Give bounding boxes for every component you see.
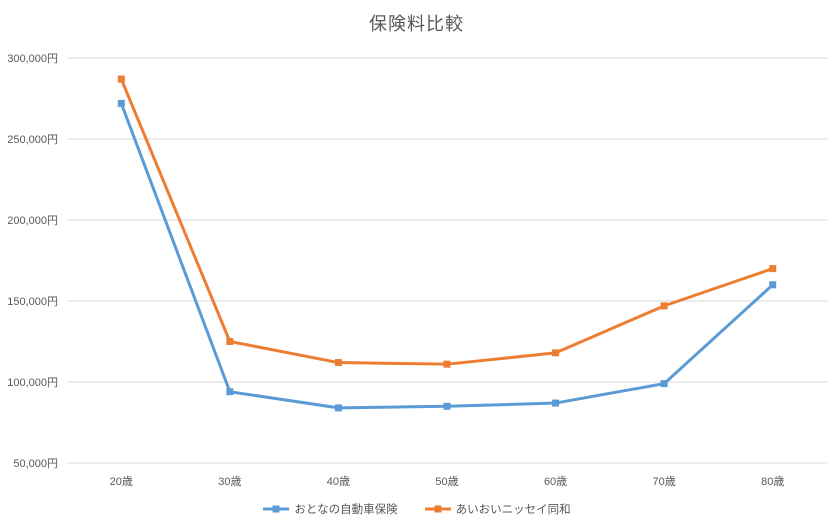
x-axis-tick-label: 20歳 xyxy=(110,475,133,488)
x-axis-tick-label: 60歳 xyxy=(544,475,567,488)
data-point-marker xyxy=(226,388,234,396)
x-axis-tick-label: 40歳 xyxy=(327,475,350,488)
y-axis-tick-label: 300,000円 xyxy=(7,53,58,65)
chart-legend: おとなの自動車保険 あいおいニッセイ同和 xyxy=(0,501,833,517)
legend-line-marker-icon xyxy=(263,505,290,513)
y-axis-tick-label: 150,000円 xyxy=(7,296,58,308)
series-line-1 xyxy=(119,78,774,366)
legend-item-series-0: おとなの自動車保険 xyxy=(262,501,398,517)
data-point-marker xyxy=(769,265,777,273)
x-axis-tick-label: 80歳 xyxy=(761,475,784,488)
y-axis-tick-label: 250,000円 xyxy=(7,134,58,146)
data-point-marker xyxy=(334,359,342,367)
data-point-marker xyxy=(443,360,451,368)
x-axis-tick-label: 70歳 xyxy=(653,475,676,488)
legend-item-series-1: あいおいニッセイ同和 xyxy=(424,501,571,517)
legend-label-series-0: おとなの自動車保険 xyxy=(294,504,398,516)
data-point-marker xyxy=(769,281,777,289)
data-point-marker xyxy=(552,349,560,357)
x-axis-tick-label: 30歳 xyxy=(218,475,241,488)
data-point-marker xyxy=(117,75,125,83)
data-point-marker xyxy=(660,302,668,310)
data-point-marker xyxy=(443,402,451,410)
legend-label-series-1: あいおいニッセイ同和 xyxy=(455,504,571,516)
chart-title: 保険料比較 xyxy=(369,14,464,34)
y-axis-tick-label: 200,000円 xyxy=(7,215,58,227)
y-axis-tick-label: 100,000円 xyxy=(7,377,58,389)
x-axis-tick-label: 50歳 xyxy=(435,475,458,488)
data-point-marker xyxy=(226,338,234,345)
legend-line-marker-icon xyxy=(424,505,451,513)
data-point-marker xyxy=(334,404,342,412)
data-point-marker xyxy=(552,399,560,407)
data-point-marker xyxy=(660,380,668,388)
data-point-marker xyxy=(117,99,125,107)
y-axis-tick-label: 50,000円 xyxy=(13,458,58,470)
